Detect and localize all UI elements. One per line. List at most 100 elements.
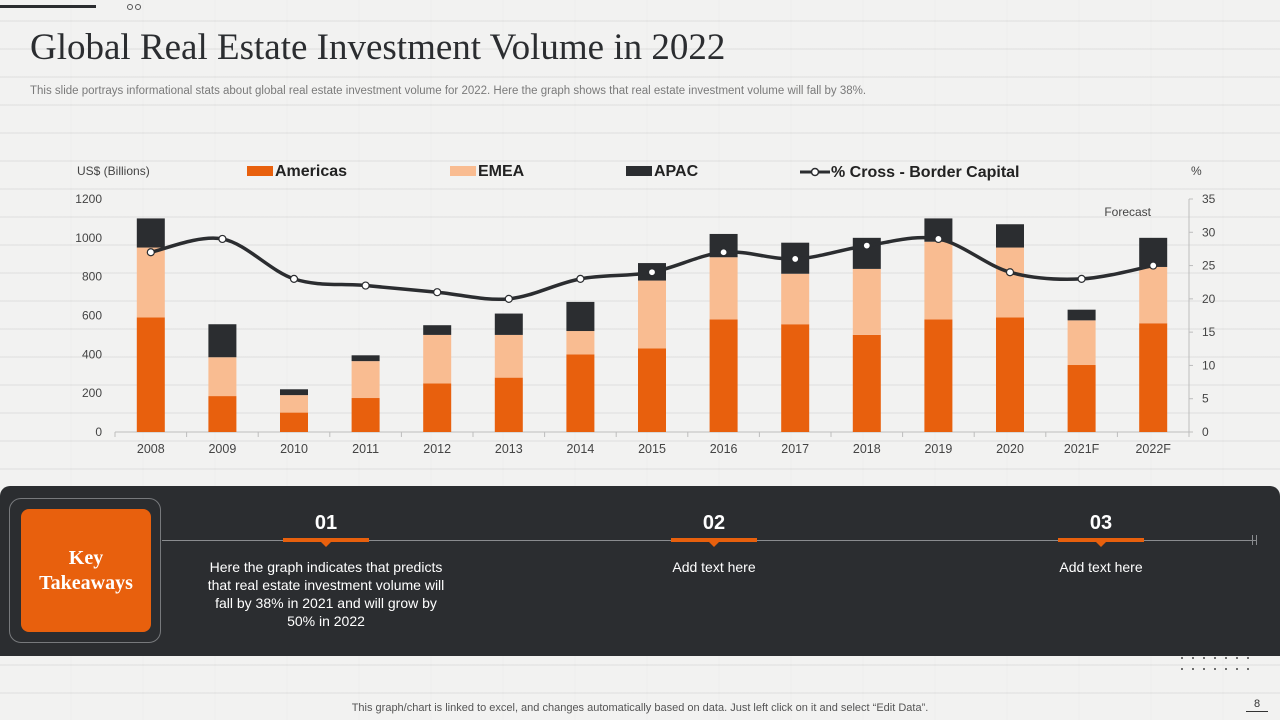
y-tick-label-right: 30 [1202, 225, 1216, 239]
bar-emea [494, 334, 523, 378]
bar-americas [1067, 365, 1096, 432]
legend-label: % Cross - Border Capital [831, 164, 1019, 181]
takeaway-step-2: 02 Add text here [584, 510, 844, 576]
x-tick-label: 2021F [1064, 442, 1100, 456]
line-point [862, 241, 871, 250]
x-tick-label: 2011 [352, 442, 379, 456]
x-tick-label: 2015 [638, 442, 666, 456]
bar-emea [1139, 266, 1168, 324]
step-marker [1058, 538, 1144, 547]
legend-swatch [450, 166, 476, 176]
line-point [647, 268, 657, 277]
y-tick-label-left: 600 [82, 309, 102, 323]
y-tick-label-right: 25 [1202, 259, 1216, 273]
bar-apac [1067, 309, 1096, 321]
bar-emea [1067, 320, 1096, 366]
bar-americas [423, 383, 452, 432]
bar-emea [351, 361, 380, 399]
step-text[interactable]: Add text here [1059, 559, 1143, 575]
line-point [1005, 268, 1015, 277]
bar-apac [351, 355, 380, 362]
decor-dot-grid [1181, 657, 1261, 670]
y-axis-label-right: % [1191, 164, 1202, 178]
line-point [791, 254, 800, 264]
x-tick-label: 2022F [1135, 442, 1171, 456]
bar-americas [781, 324, 810, 432]
page-subtitle: This slide portrays informational stats … [30, 85, 867, 97]
x-tick-label: 2010 [280, 442, 308, 456]
bar-americas [924, 319, 953, 432]
step-number: 01 [314, 512, 338, 534]
x-tick-label: 2012 [423, 442, 451, 456]
legend-label: Americas [275, 163, 347, 180]
bar-emea [566, 331, 595, 355]
step-number: 03 [1089, 512, 1113, 534]
page-title: Global Real Estate Investment Volume in … [30, 27, 726, 68]
bar-americas [1139, 323, 1168, 432]
bar-emea [709, 257, 738, 320]
bar-emea [781, 273, 810, 325]
bar-apac [208, 324, 237, 358]
bar-americas [280, 412, 308, 432]
key-takeaways-panel: Key Takeaways 01 Here the graph indicate… [0, 486, 1280, 656]
step-text[interactable]: Add text here [672, 559, 756, 575]
x-tick-label: 2009 [208, 442, 236, 456]
bar-apac [280, 389, 308, 396]
y-tick-label-left: 1000 [75, 231, 102, 245]
x-tick-label: 2018 [853, 442, 881, 456]
bar-emea [136, 247, 165, 318]
key-takeaways-label: Key Takeaways [21, 509, 151, 632]
line-point [146, 248, 155, 257]
footer-note: This graph/chart is linked to excel, and… [351, 702, 929, 714]
bar-emea [852, 268, 881, 335]
line-point [1149, 261, 1158, 270]
y-tick-label-right: 35 [1202, 192, 1216, 206]
bar-emea [280, 395, 308, 413]
takeaway-step-3: 03 Add text here [971, 510, 1231, 576]
x-tick-label: 2019 [924, 442, 952, 456]
decor-dots [127, 4, 141, 10]
y-axis-label-left: US$ (Billions) [77, 164, 150, 178]
x-tick-label: 2008 [137, 442, 165, 456]
legend-swatch [247, 166, 273, 176]
line-point [1077, 274, 1086, 283]
y-tick-label-left: 1200 [75, 192, 102, 206]
bar-americas [208, 396, 237, 432]
bar-apac [924, 218, 953, 242]
bar-apac [996, 224, 1024, 248]
y-tick-label-right: 10 [1202, 358, 1216, 372]
y-tick-label-left: 0 [95, 425, 102, 439]
x-tick-label: 2014 [566, 442, 594, 456]
step-marker [671, 538, 757, 547]
investment-volume-chart[interactable]: 0 200 400 600 800 1000 1200 0 5 10 15 20 25 30 35 US$ (… [0, 150, 1280, 460]
timeline-end-marker [1252, 535, 1257, 545]
y-tick-label-left: 800 [82, 270, 102, 284]
takeaway-step-1: 01 Here the graph indicates that predict… [196, 510, 456, 630]
bar-apac [136, 218, 165, 248]
x-tick-label: 2017 [781, 442, 809, 456]
x-tick-label: 2016 [710, 442, 738, 456]
legend-line-marker [810, 167, 820, 177]
page-number: 8 [1246, 698, 1268, 712]
y-tick-label-right: 0 [1202, 425, 1209, 439]
bar-emea [423, 334, 452, 384]
bar-americas [566, 354, 595, 432]
bar-americas [494, 377, 523, 432]
bar-emea [924, 241, 953, 320]
y-tick-label-right: 15 [1202, 325, 1216, 339]
step-text: Here the graph indicates that predicts t… [207, 559, 445, 629]
bar-emea [638, 280, 666, 349]
forecast-annotation: Forecast [1104, 205, 1151, 219]
legend-label: APAC [654, 163, 699, 180]
y-tick-label-left: 400 [82, 347, 102, 361]
bar-americas [852, 334, 881, 432]
bar-americas [351, 398, 380, 432]
step-marker [283, 538, 369, 547]
top-accent-line [0, 5, 96, 8]
bar-americas [709, 319, 738, 432]
line-point [504, 294, 513, 303]
bar-apac [566, 301, 595, 332]
x-tick-label: 2020 [996, 442, 1024, 456]
line-point [218, 234, 227, 244]
line-point [576, 274, 585, 283]
